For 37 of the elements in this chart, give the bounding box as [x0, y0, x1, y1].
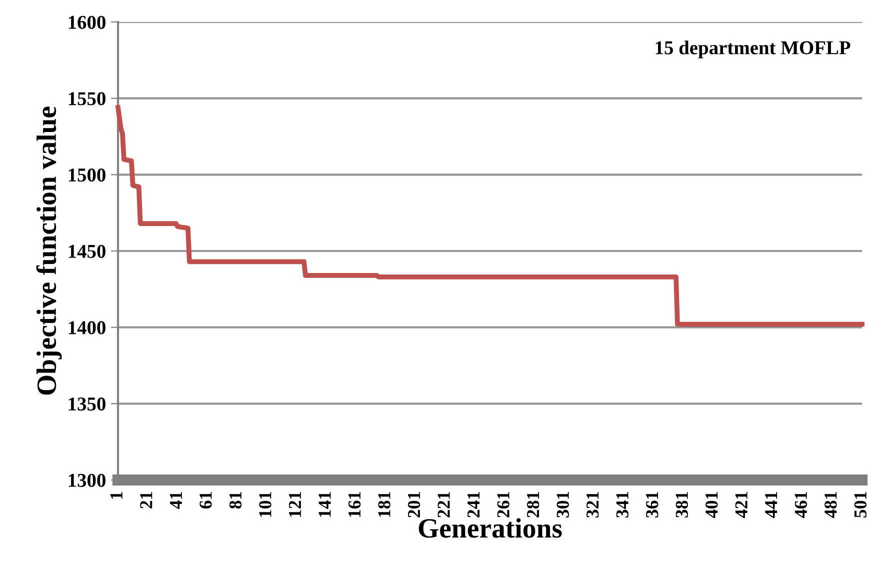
y-tick-label: 1350	[68, 397, 106, 411]
x-axis-title: Generations	[418, 518, 562, 538]
y-tick-label: 1600	[68, 16, 106, 29]
x-tick-label: 501	[854, 492, 867, 518]
x-tick-label: 401	[706, 492, 718, 518]
y-tick-label: 1450	[68, 244, 106, 258]
x-tick-label: 41	[170, 492, 182, 509]
x-tick-label: 241	[468, 492, 480, 518]
x-tick-label: 461	[794, 492, 807, 518]
y-tick-label: 1300	[68, 474, 106, 487]
x-tick-label: 221	[438, 492, 450, 518]
y-axis-title: Objective function value	[36, 106, 62, 395]
x-tick-label: 81	[229, 492, 242, 509]
x-tick-label: 61	[200, 492, 212, 509]
x-tick-label: 421	[735, 492, 748, 518]
x-tick-label: 161	[348, 492, 361, 517]
x-tick-label: 261	[497, 492, 510, 518]
x-tick-label: 441	[765, 492, 778, 518]
x-tick-label: 361	[646, 492, 658, 518]
x-tick-label: 321	[586, 492, 599, 518]
x-tick-label: 1	[110, 492, 122, 499]
y-tick-label: 1400	[68, 321, 106, 334]
x-tick-label: 21	[140, 492, 152, 508]
annotation: 15 department MOFLP	[656, 40, 850, 58]
x-tick-label: 481	[824, 492, 837, 518]
x-tick-label: 281	[526, 492, 540, 518]
x-tick-label: 301	[556, 492, 569, 518]
x-tick-label: 341	[616, 492, 628, 518]
line-series	[116, 105, 864, 327]
x-tick-label: 101	[259, 492, 272, 517]
x-tick-label: 121	[288, 492, 301, 517]
y-tick-label: 1550	[68, 92, 106, 106]
x-tick-label: 381	[676, 492, 688, 518]
x-tick-label: 201	[408, 492, 420, 518]
x-tick-label: 181	[378, 492, 390, 517]
x-tick-label: 141	[318, 492, 331, 517]
y-tick-label: 1500	[68, 168, 106, 182]
